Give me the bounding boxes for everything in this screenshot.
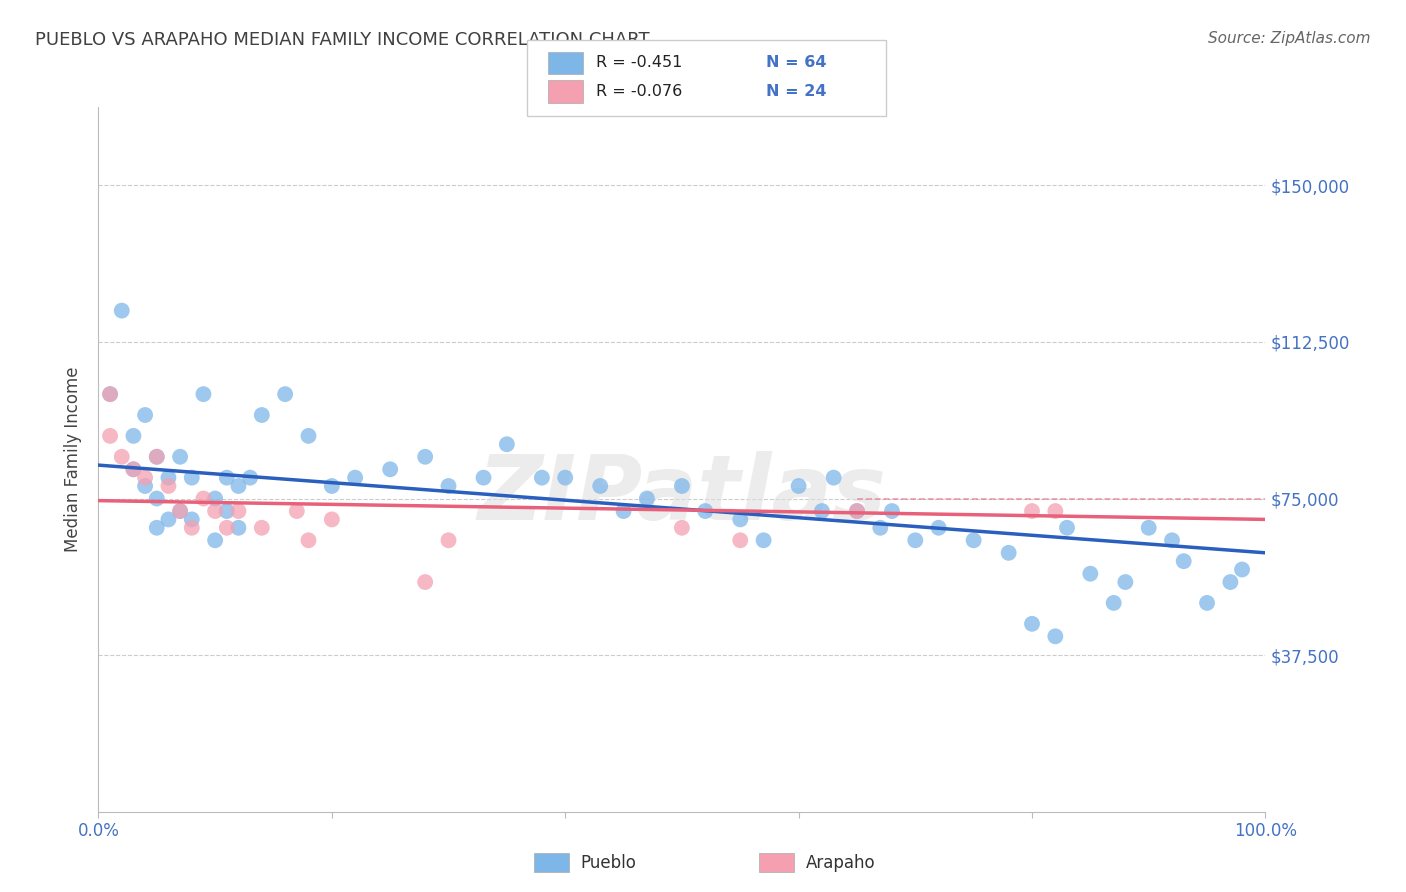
Point (274, 387, 297, 401)
Point (297, 429, 319, 443)
Point (437, 533, 460, 548)
Point (1137, 521, 1160, 535)
Point (180, 521, 202, 535)
Point (250, 408, 273, 422)
Point (204, 504, 226, 518)
Point (146, 521, 169, 535)
Point (846, 504, 869, 518)
Point (98, 429, 121, 443)
Point (1045, 629, 1067, 643)
Point (413, 450, 436, 464)
Point (169, 450, 191, 464)
Point (612, 504, 634, 518)
Point (846, 504, 869, 518)
Point (321, 479, 343, 493)
Text: PUEBLO VS ARAPAHO MEDIAN FAMILY INCOME CORRELATION CHART: PUEBLO VS ARAPAHO MEDIAN FAMILY INCOME C… (35, 31, 650, 49)
Point (730, 512, 752, 526)
Text: N = 24: N = 24 (766, 84, 827, 99)
Point (413, 575, 436, 590)
Point (589, 479, 612, 493)
Point (437, 479, 460, 493)
Point (134, 479, 156, 493)
Point (344, 470, 367, 484)
Text: Source: ZipAtlas.com: Source: ZipAtlas.com (1208, 31, 1371, 46)
Point (98, 387, 121, 401)
Point (297, 533, 319, 548)
Point (880, 504, 903, 518)
Point (228, 479, 250, 493)
Point (204, 491, 226, 506)
Point (215, 504, 238, 518)
Point (180, 470, 202, 484)
Point (193, 387, 215, 401)
Point (962, 533, 984, 548)
Point (554, 470, 576, 484)
Point (122, 429, 145, 443)
Point (636, 491, 658, 506)
Point (285, 504, 308, 518)
Point (228, 504, 250, 518)
Text: Pueblo: Pueblo (581, 854, 637, 871)
Text: N = 64: N = 64 (766, 55, 827, 70)
Point (1021, 504, 1043, 518)
Point (869, 521, 891, 535)
Point (239, 470, 262, 484)
Point (122, 462, 145, 476)
Point (811, 504, 834, 518)
Point (671, 479, 693, 493)
Point (1045, 504, 1067, 518)
Point (134, 470, 156, 484)
Point (146, 450, 169, 464)
Point (111, 450, 134, 464)
Point (146, 450, 169, 464)
Point (1080, 566, 1102, 581)
Point (1114, 575, 1136, 590)
Point (1219, 575, 1241, 590)
Point (157, 470, 180, 484)
Point (730, 533, 752, 548)
Point (111, 303, 134, 318)
Point (380, 462, 402, 476)
Point (1102, 596, 1125, 610)
Point (98, 387, 121, 401)
Point (215, 470, 238, 484)
Text: R = -0.451: R = -0.451 (596, 55, 682, 70)
Point (193, 491, 215, 506)
Y-axis label: Median Family Income: Median Family Income (65, 367, 83, 552)
Point (695, 504, 717, 518)
Point (928, 521, 950, 535)
Point (1161, 533, 1184, 548)
Point (146, 491, 169, 506)
Point (169, 504, 191, 518)
Text: R = -0.076: R = -0.076 (596, 84, 682, 99)
Point (1197, 596, 1219, 610)
Point (157, 479, 180, 493)
Point (787, 479, 810, 493)
Point (823, 470, 845, 484)
Point (1056, 521, 1078, 535)
Point (215, 521, 238, 535)
Point (204, 533, 226, 548)
Point (1173, 554, 1195, 568)
Point (530, 470, 553, 484)
Point (122, 462, 145, 476)
Point (1230, 562, 1253, 576)
Point (321, 512, 343, 526)
Point (228, 521, 250, 535)
Point (472, 470, 495, 484)
Point (496, 437, 519, 451)
Point (1021, 616, 1043, 631)
Text: ZIPatlas: ZIPatlas (478, 450, 886, 539)
Point (904, 533, 927, 548)
Point (752, 533, 775, 548)
Point (169, 504, 191, 518)
Point (180, 512, 202, 526)
Point (157, 512, 180, 526)
Point (250, 521, 273, 535)
Text: Arapaho: Arapaho (806, 854, 876, 871)
Point (997, 546, 1019, 560)
Point (134, 408, 156, 422)
Point (671, 521, 693, 535)
